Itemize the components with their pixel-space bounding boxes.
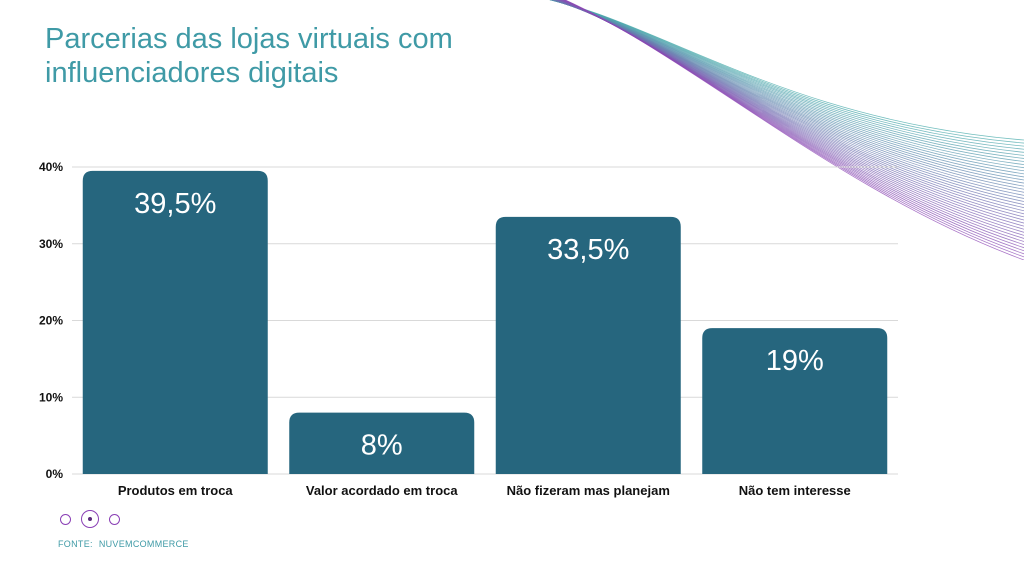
pagination-dots [60,510,120,528]
x-category-label: Valor acordado em troca [306,483,458,498]
x-category-label: Produtos em troca [118,483,234,498]
bar [702,328,888,474]
y-tick-label: 20% [39,314,63,328]
decorative-wave-lines [549,0,1024,260]
x-category-label: Não tem interesse [739,483,851,498]
y-tick-label: 0% [46,467,64,481]
source-name: NUVEMCOMMERCE [98,539,189,549]
page-title: Parcerias das lojas virtuais com influen… [45,22,453,90]
y-tick-label: 30% [39,237,63,251]
page-title-line-1: Parcerias das lojas virtuais com [45,23,453,55]
y-tick-label: 10% [39,390,63,404]
pagination-dot[interactable] [109,513,120,525]
page-title-line-2: influenciadores digitais [45,57,339,89]
pagination-dot-active[interactable] [81,510,99,528]
bar-data-label: 19% [766,345,824,377]
x-category-label: Não fizeram mas planejam [507,483,670,498]
wave-line [564,0,1024,260]
source-label: FONTE: [58,539,93,549]
bar [495,216,681,474]
bar [289,412,475,474]
bar-data-label: 33,5% [547,234,629,266]
pagination-dot[interactable] [60,513,71,525]
bar-data-label: 39,5% [134,188,216,220]
bar [82,170,268,474]
y-tick-label: 40% [39,160,63,174]
source-note: FONTE: NUVEMCOMMERCE [58,539,189,549]
bar-data-label: 8% [361,430,403,462]
